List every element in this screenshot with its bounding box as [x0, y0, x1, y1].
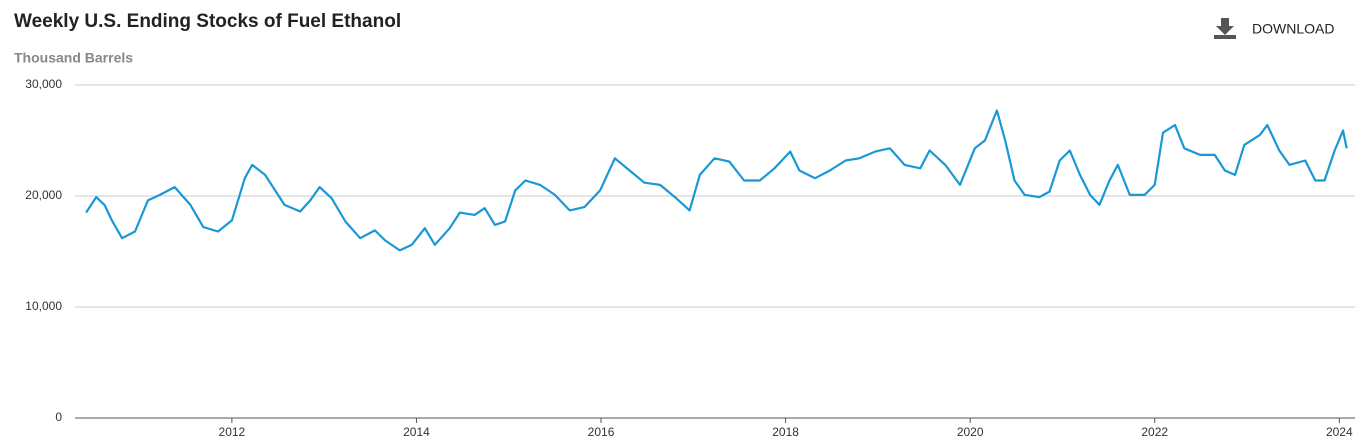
- x-tick-label: 2018: [772, 425, 799, 439]
- x-tick-label: 2016: [588, 425, 615, 439]
- y-tick-label: 20,000: [25, 188, 62, 202]
- x-tick-label: 2014: [403, 425, 430, 439]
- download-button[interactable]: DOWNLOAD: [1214, 18, 1334, 39]
- download-icon: [1214, 18, 1236, 39]
- y-axis-label: Thousand Barrels: [14, 50, 133, 66]
- x-tick-label: 2022: [1141, 425, 1168, 439]
- x-tick-label: 2020: [957, 425, 984, 439]
- chart-title: Weekly U.S. Ending Stocks of Fuel Ethano…: [14, 11, 401, 32]
- x-tick-label: 2012: [219, 425, 246, 439]
- y-tick-label: 0: [55, 410, 62, 424]
- x-tick-label: 2024: [1326, 425, 1353, 439]
- y-tick-label: 10,000: [25, 299, 62, 313]
- download-label[interactable]: DOWNLOAD: [1252, 21, 1334, 37]
- data-line: [85, 109, 1348, 252]
- y-tick-label: 30,000: [25, 77, 62, 91]
